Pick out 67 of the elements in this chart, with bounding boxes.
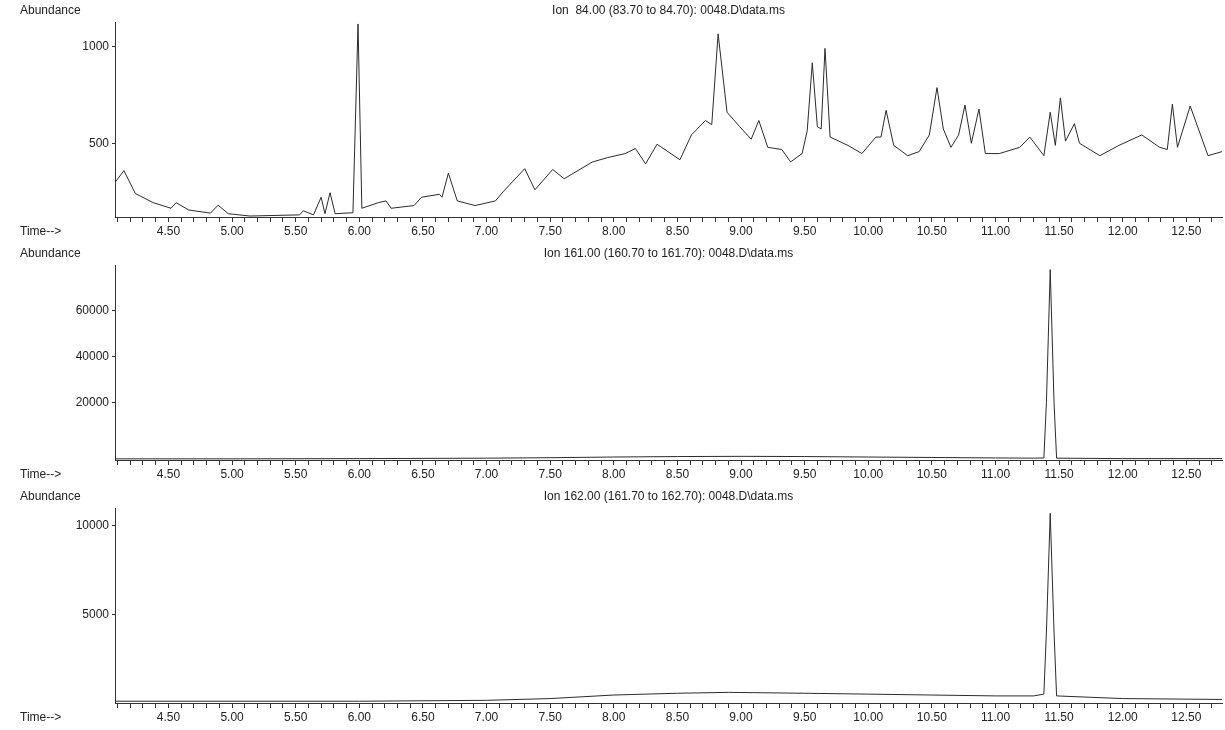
x-tick-label: 10.50 [916,709,948,724]
x-tick-label: 11.00 [980,709,1011,724]
chart-title: Ion 161.00 (160.70 to 161.70): 0048.D\data.ms [543,246,794,261]
x-tick-label: 11.00 [980,223,1011,238]
x-tick-label: 8.50 [665,466,690,481]
x-tick-label: 5.50 [284,709,308,724]
x-tick-label: 8.00 [602,223,626,238]
x-tick-label: 7.00 [474,466,499,481]
x-tick-label: 12.50 [1171,466,1202,481]
x-tick-label: 6.50 [411,466,435,481]
y-tick-label: 5000 [82,606,110,621]
x-tick-label: 11.50 [1044,709,1075,724]
x-tick-label: 6.00 [347,466,372,481]
x-tick-label: 7.50 [538,466,563,481]
x-tick-label: 10.00 [853,223,884,238]
x-tick-label: 6.50 [411,709,435,724]
x-tick-label: 9.00 [729,709,754,724]
x-tick-label: 12.00 [1107,223,1139,238]
x-tick-label: 5.50 [284,466,308,481]
y-tick-label: 1000 [82,38,110,53]
x-tick-label: 7.00 [474,709,499,724]
x-tick-label: 7.50 [538,223,563,238]
x-tick-label: 12.00 [1107,466,1139,481]
x-tick-label: 9.50 [792,709,817,724]
x-tick-label: 5.00 [220,466,245,481]
x-tick-label: 6.00 [347,709,372,724]
x-tick-label: 4.50 [156,709,181,724]
x-tick-label: 10.00 [853,466,884,481]
chart-title: Ion 162.00 (161.70 to 162.70): 0048.D\data.ms [543,489,794,504]
x-tick-label: 6.50 [411,223,435,238]
x-tick-label: 8.00 [602,709,626,724]
x-tick-label: 7.00 [474,223,499,238]
x-tick-label: 11.50 [1044,466,1075,481]
x-tick-label: 6.00 [347,223,372,238]
x-tick-label: 10.00 [853,709,884,724]
x-tick-label: 9.50 [792,223,817,238]
x-tick-label: 10.50 [916,223,948,238]
y-axis-title: Abundance [20,489,82,504]
x-tick-label: 5.00 [220,223,245,238]
x-tick-label: 4.50 [156,223,181,238]
x-tick-label: 12.00 [1107,709,1139,724]
chart-title: Ion 84.00 (83.70 to 84.70): 0048.D\data.ms [552,3,785,18]
x-axis-title: Time--> [20,224,62,239]
y-tick-label: 60000 [75,303,110,318]
x-tick-label: 10.50 [916,466,948,481]
x-tick-label: 11.50 [1044,223,1075,238]
y-tick-label: 500 [88,135,110,150]
x-tick-label: 12.50 [1171,709,1202,724]
x-tick-label: 12.50 [1171,223,1202,238]
x-tick-label: 9.00 [729,466,754,481]
x-axis-title: Time--> [20,467,62,482]
x-tick-label: 11.00 [980,466,1011,481]
y-axis-title: Abundance [20,246,82,261]
x-tick-label: 9.50 [792,466,817,481]
x-tick-label: 5.50 [284,223,308,238]
x-tick-label: 8.00 [602,466,626,481]
x-tick-label: 7.50 [538,709,563,724]
x-tick-label: 9.00 [729,223,754,238]
y-tick-label: 10000 [75,518,110,533]
x-tick-label: 4.50 [156,466,181,481]
x-axis-title: Time--> [20,710,62,725]
x-tick-label: 8.50 [665,223,690,238]
x-tick-label: 5.00 [220,709,245,724]
x-tick-label: 8.50 [665,709,690,724]
y-tick-label: 40000 [75,349,110,364]
y-tick-label: 20000 [75,394,110,409]
y-axis-title: Abundance [20,3,82,18]
